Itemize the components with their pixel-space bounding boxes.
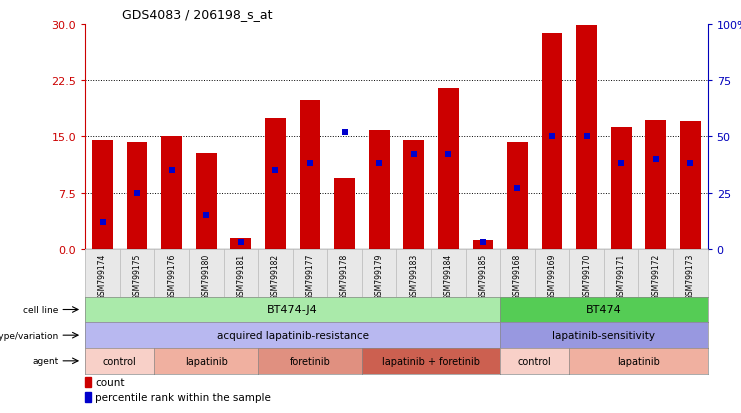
Point	[650, 156, 662, 163]
Point	[477, 240, 489, 246]
Bar	[299, 101, 320, 249]
Point	[96, 219, 108, 226]
Bar	[611, 128, 631, 249]
Text: lapatinib + foretinib: lapatinib + foretinib	[382, 356, 480, 366]
Point	[546, 134, 558, 140]
Text: GSM799173: GSM799173	[686, 253, 695, 299]
Bar	[473, 240, 494, 249]
Text: GSM799183: GSM799183	[409, 253, 418, 299]
Point	[131, 190, 143, 197]
Text: BT474: BT474	[586, 305, 622, 315]
Point	[442, 152, 454, 159]
Text: lapatinib: lapatinib	[185, 356, 227, 366]
Bar	[576, 26, 597, 249]
Bar	[85, 377, 91, 387]
Point	[408, 152, 419, 159]
Text: percentile rank within the sample: percentile rank within the sample	[95, 392, 271, 402]
Text: acquired lapatinib-resistance: acquired lapatinib-resistance	[216, 330, 369, 340]
Text: GSM799179: GSM799179	[375, 253, 384, 299]
Point	[511, 185, 523, 192]
Text: GSM799170: GSM799170	[582, 253, 591, 299]
Text: control: control	[518, 356, 551, 366]
Text: GSM799172: GSM799172	[651, 253, 660, 299]
Text: lapatinib: lapatinib	[617, 356, 660, 366]
Point	[235, 240, 247, 246]
Point	[615, 161, 627, 167]
Bar	[334, 178, 355, 249]
Bar	[230, 238, 251, 249]
Text: lapatinib-sensitivity: lapatinib-sensitivity	[552, 330, 656, 340]
Text: GSM799180: GSM799180	[202, 253, 210, 299]
Point	[200, 212, 212, 219]
Bar	[196, 154, 216, 249]
Point	[339, 129, 350, 136]
Text: GSM799177: GSM799177	[305, 253, 314, 299]
Text: BT474-J4: BT474-J4	[268, 305, 318, 315]
Point	[166, 168, 178, 174]
Bar	[265, 119, 286, 249]
Text: GSM799176: GSM799176	[167, 253, 176, 299]
Point	[581, 134, 593, 140]
Text: control: control	[103, 356, 136, 366]
Bar	[438, 88, 459, 249]
Text: GSM799184: GSM799184	[444, 253, 453, 299]
Text: GSM799185: GSM799185	[479, 253, 488, 299]
Text: GSM799178: GSM799178	[340, 253, 349, 299]
Bar	[85, 392, 91, 401]
Text: GSM799174: GSM799174	[98, 253, 107, 299]
Bar	[403, 141, 424, 249]
Bar	[507, 142, 528, 249]
Point	[685, 161, 697, 167]
Text: agent: agent	[33, 356, 59, 366]
Text: cell line: cell line	[23, 305, 59, 314]
Text: GSM799182: GSM799182	[271, 253, 280, 299]
Bar	[162, 137, 182, 249]
Bar	[542, 34, 562, 249]
Text: GSM799175: GSM799175	[133, 253, 142, 299]
Text: GSM799171: GSM799171	[617, 253, 625, 299]
Bar	[92, 141, 113, 249]
Text: GSM799169: GSM799169	[548, 253, 556, 299]
Bar	[369, 131, 390, 249]
Text: foretinib: foretinib	[290, 356, 330, 366]
Text: count: count	[95, 377, 124, 387]
Text: GDS4083 / 206198_s_at: GDS4083 / 206198_s_at	[122, 8, 273, 21]
Text: genotype/variation: genotype/variation	[0, 331, 59, 340]
Bar	[645, 121, 666, 249]
Bar	[680, 122, 701, 249]
Text: GSM799168: GSM799168	[513, 253, 522, 299]
Point	[270, 168, 282, 174]
Point	[304, 161, 316, 167]
Point	[373, 161, 385, 167]
Bar	[127, 143, 147, 249]
Text: GSM799181: GSM799181	[236, 253, 245, 299]
